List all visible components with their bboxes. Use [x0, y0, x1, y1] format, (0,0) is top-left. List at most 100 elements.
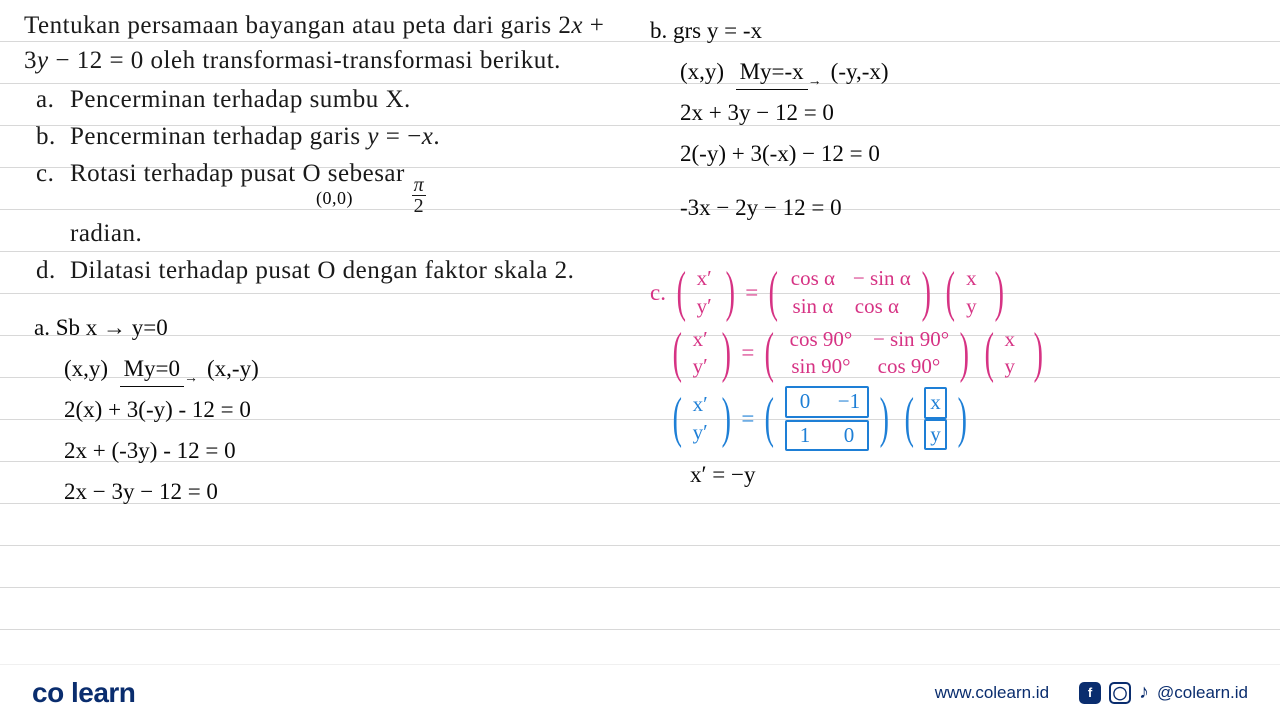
cell: x′: [693, 326, 711, 353]
cell: y: [1005, 353, 1023, 380]
cell: y: [966, 293, 984, 320]
cell: sin α: [789, 293, 837, 320]
equals-sign: =: [741, 335, 754, 371]
option-label: d.: [36, 253, 70, 288]
map-source: (x,y): [680, 59, 724, 84]
equals-sign: =: [745, 275, 758, 311]
working-a: a. Sb x → y=0 (x,y) My=0 (x,-y) 2(x) + 3…: [24, 310, 620, 509]
paren-icon: ): [725, 273, 734, 312]
cell: 0: [835, 422, 863, 449]
option-text: Pencerminan terhadap sumbu X.: [70, 82, 620, 117]
paren-icon: ): [957, 399, 966, 438]
footer: co learn www.colearn.id f ◯ ♪ @colearn.i…: [0, 664, 1280, 720]
cell: cos α: [853, 293, 901, 320]
cell: y′: [697, 293, 715, 320]
paren-icon: (: [677, 273, 686, 312]
cell: 0: [791, 388, 819, 415]
site-url: www.colearn.id: [935, 683, 1049, 703]
fraction-pi-over-2: π 2: [412, 175, 427, 216]
paren-icon: (: [673, 334, 682, 373]
cell: −1: [835, 388, 863, 415]
paren-icon: (: [769, 273, 778, 312]
working-b-line3: -3x − 2y − 12 = 0: [680, 190, 1256, 226]
paren-icon: ): [721, 334, 730, 373]
vector-xy: x y: [924, 387, 947, 450]
working-a-line2: 2x + (-3y) - 12 = 0: [64, 433, 620, 469]
brand-learn: learn: [71, 677, 135, 708]
vector-xy: x y: [1005, 326, 1023, 381]
paren-icon: ): [995, 273, 1004, 312]
fraction-numerator: π: [412, 175, 427, 196]
cell: − sin 90°: [873, 326, 949, 353]
option-label: c.: [36, 156, 70, 251]
option-text: Pencerminan terhadap garis y = −x.: [70, 119, 620, 154]
social-links: f ◯ ♪ @colearn.id: [1079, 681, 1248, 704]
cell: sin 90°: [785, 353, 857, 380]
cell: − sin α: [853, 265, 911, 292]
option-c: c. Rotasi terhadap pusat O sebesar π 2 r…: [36, 156, 620, 251]
working-c-result: x′ = −y: [690, 457, 1256, 493]
paren-icon: (: [904, 399, 913, 438]
cell: 1: [791, 422, 819, 449]
fraction-denominator: 2: [412, 196, 427, 216]
option-text: Dilatasi terhadap pusat O dengan faktor …: [70, 253, 620, 288]
brand-logo: co learn: [32, 677, 135, 709]
rotation-matrix-numeric: 0 −1 1 0: [785, 386, 869, 451]
option-d: d. Dilatasi terhadap pusat O dengan fakt…: [36, 253, 620, 288]
working-c-row3: ( x′ y′ ) = ( 0 −1 1 0: [668, 386, 1256, 451]
footer-right: www.colearn.id f ◯ ♪ @colearn.id: [935, 681, 1248, 704]
working-b-map: (x,y) My=-x (-y,-x): [680, 54, 1256, 91]
working-b: b. grs y = -x (x,y) My=-x (-y,-x) 2x + 3…: [650, 13, 1256, 225]
rotation-matrix-90: cos 90° − sin 90° sin 90° cos 90°: [785, 326, 949, 381]
working-a-header: a. Sb x → y=0: [34, 310, 620, 346]
tiktok-icon: ♪: [1139, 681, 1149, 704]
cell: y: [924, 419, 947, 450]
content-area: Tentukan persamaan bayangan atau peta da…: [0, 0, 1280, 640]
right-column: b. grs y = -x (x,y) My=-x (-y,-x) 2x + 3…: [640, 8, 1256, 640]
working-c-row2: ( x′ y′ ) = ( cos 90° − sin 90° sin 90° …: [668, 326, 1256, 381]
option-c-suffix: radian.: [70, 220, 142, 247]
map-source: (x,y): [64, 356, 108, 381]
vector-xprime: x′ y′: [697, 265, 715, 320]
map-target: (-y,-x): [831, 59, 889, 84]
cell: x: [966, 265, 984, 292]
vector-xprime: x′ y′: [693, 326, 711, 381]
vector-xprime: x′ y′: [693, 391, 711, 446]
paren-icon: ): [721, 399, 730, 438]
working-c-row1: c. ( x′ y′ ) = ( cos α − sin α sin α cos: [650, 265, 1256, 320]
working-b-line1: 2x + 3y − 12 = 0: [680, 95, 1256, 131]
left-column: Tentukan persamaan bayangan atau peta da…: [24, 8, 640, 640]
facebook-icon: f: [1079, 682, 1101, 704]
paren-icon: (: [765, 399, 774, 438]
paren-icon: (: [946, 273, 955, 312]
cell: x: [1005, 326, 1023, 353]
working-a-line1: 2(x) + 3(-y) - 12 = 0: [64, 392, 620, 428]
paren-icon: ): [921, 273, 930, 312]
working-b-header: b. grs y = -x: [650, 13, 1256, 49]
option-label: a.: [36, 82, 70, 117]
paren-icon: ): [880, 399, 889, 438]
option-b: b. Pencerminan terhadap garis y = −x.: [36, 119, 620, 154]
cell: cos 90°: [873, 353, 945, 380]
cell: x: [924, 387, 947, 418]
cell: x′: [693, 391, 711, 418]
instagram-icon: ◯: [1109, 682, 1131, 704]
rotation-matrix-alpha: cos α − sin α sin α cos α: [789, 265, 911, 320]
map-arrow-label: My=-x: [736, 54, 808, 91]
paren-icon: (: [985, 334, 994, 373]
brand-co: co: [32, 677, 64, 708]
paren-icon: ): [1033, 334, 1042, 373]
cell: cos 90°: [785, 326, 857, 353]
problem-main: Tentukan persamaan bayangan atau peta da…: [24, 8, 620, 78]
cell: cos α: [789, 265, 837, 292]
paren-icon: (: [673, 399, 682, 438]
vector-xy: x y: [966, 265, 984, 320]
working-c-label: c.: [650, 275, 666, 311]
option-label: b.: [36, 119, 70, 154]
map-target: (x,-y): [207, 356, 259, 381]
cell: x′: [697, 265, 715, 292]
map-arrow-label: My=0: [120, 351, 184, 388]
working-a-line3: 2x − 3y − 12 = 0: [64, 474, 620, 510]
cell: y′: [693, 353, 711, 380]
option-a: a. Pencerminan terhadap sumbu X.: [36, 82, 620, 117]
